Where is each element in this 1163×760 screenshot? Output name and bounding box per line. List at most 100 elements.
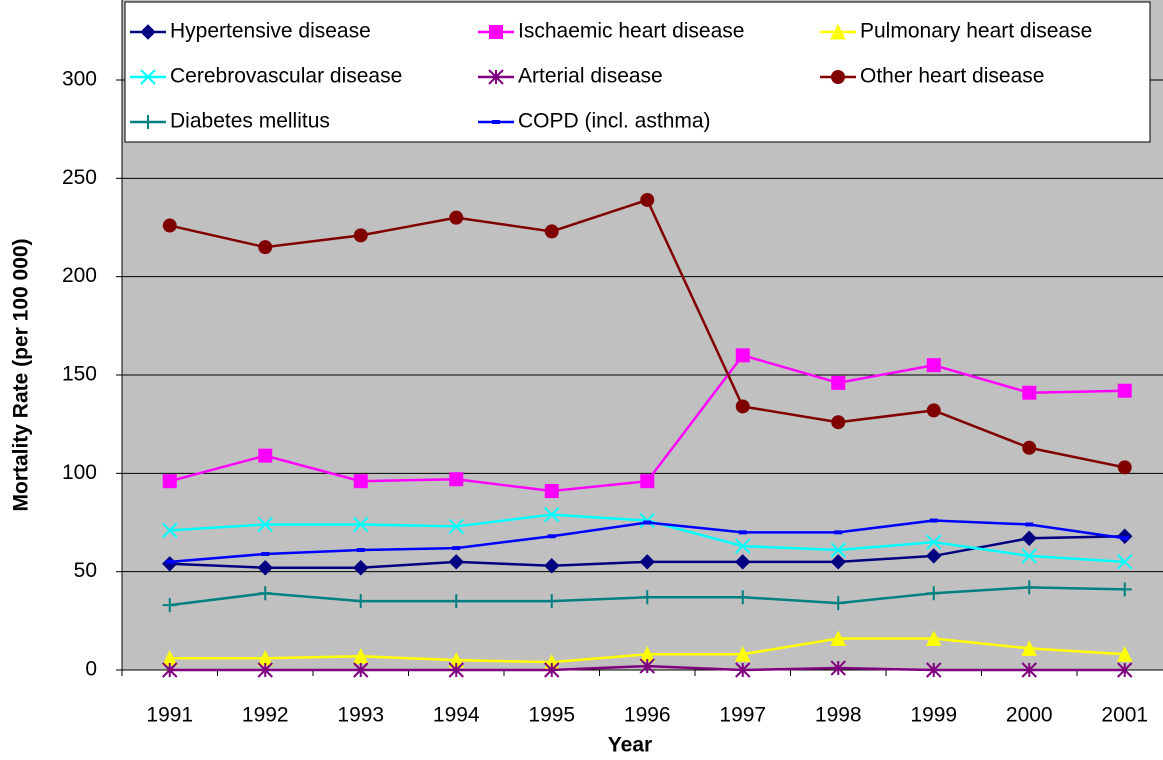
marker (140, 69, 156, 85)
marker (162, 662, 178, 678)
marker (830, 542, 846, 558)
marker (1022, 440, 1037, 455)
marker (1022, 580, 1037, 595)
marker (834, 530, 843, 535)
marker (1117, 582, 1132, 597)
marker (735, 399, 750, 414)
marker (353, 560, 369, 576)
marker (831, 70, 845, 84)
x-tick-label: 2000 (1006, 704, 1053, 727)
marker (831, 415, 846, 430)
marker (735, 538, 751, 554)
marker (141, 115, 155, 129)
marker (1117, 460, 1132, 475)
marker (926, 586, 941, 601)
marker (1021, 548, 1037, 564)
marker (830, 660, 846, 676)
marker (926, 403, 941, 418)
marker (356, 548, 365, 553)
marker (544, 224, 559, 239)
marker (258, 240, 273, 255)
marker (1116, 646, 1133, 662)
x-tick-label: 1993 (337, 704, 384, 727)
marker (449, 210, 464, 225)
marker (162, 522, 178, 539)
marker (452, 546, 461, 551)
marker (449, 594, 464, 609)
legend-label: Diabetes mellitus (170, 110, 330, 133)
marker (735, 348, 750, 363)
x-tick-label: 2001 (1101, 704, 1148, 727)
x-tick-label: 1996 (624, 704, 671, 727)
y-tick-label: 150 (62, 363, 97, 386)
legend-label: Hypertensive disease (170, 20, 371, 43)
marker (257, 560, 273, 576)
marker (925, 630, 942, 647)
marker (353, 516, 369, 533)
marker (257, 662, 273, 678)
marker (830, 23, 846, 40)
marker (544, 484, 559, 499)
marker (735, 590, 750, 605)
marker (544, 506, 560, 523)
legend-box (124, 1, 1151, 143)
legend-label: Ischaemic heart disease (518, 20, 744, 43)
marker (734, 646, 751, 662)
legend-label: Other heart disease (860, 65, 1044, 88)
marker (162, 598, 177, 613)
marker (735, 662, 751, 678)
y-tick-label: 200 (62, 264, 97, 287)
marker (831, 596, 846, 611)
marker (640, 192, 655, 207)
marker (1120, 536, 1129, 541)
marker (830, 554, 846, 570)
y-tick-label: 50 (74, 559, 97, 582)
marker (929, 518, 938, 523)
marker (639, 554, 655, 570)
y-axis-label: Mortality Rate (per 100 000) (10, 238, 33, 511)
legend: Hypertensive disease Ischaemic heart dise… (124, 1, 1151, 143)
marker (261, 551, 270, 556)
legend-label: COPD (incl. asthma) (518, 110, 711, 133)
y-tick-label: 300 (62, 68, 97, 91)
marker (488, 69, 504, 85)
marker (165, 559, 174, 564)
marker (162, 474, 177, 489)
marker (926, 548, 942, 564)
marker (1022, 385, 1037, 400)
x-tick-label: 1994 (433, 704, 480, 727)
marker (353, 228, 368, 243)
marker (926, 534, 942, 550)
marker (831, 375, 846, 390)
x-tick-label: 1995 (528, 704, 575, 727)
marker (926, 358, 941, 373)
x-axis-label: Year (608, 734, 652, 757)
marker (1117, 383, 1132, 398)
marker (448, 662, 464, 678)
marker (547, 534, 556, 539)
legend-label: Pulmonary heart disease (860, 20, 1092, 43)
marker (1021, 662, 1037, 678)
marker (1117, 554, 1133, 570)
legend-label: Cerebrovascular disease (170, 65, 402, 88)
marker (353, 662, 369, 678)
marker (738, 530, 747, 535)
legend-label: Arterial disease (518, 65, 663, 88)
x-tick-label: 1991 (146, 704, 193, 727)
x-tick-label: 1999 (910, 704, 957, 727)
marker (353, 474, 368, 489)
marker (735, 554, 751, 570)
marker (639, 658, 655, 674)
marker (926, 662, 942, 678)
x-tick-label: 1998 (815, 704, 862, 727)
marker (492, 120, 500, 124)
marker (830, 630, 847, 647)
marker (257, 516, 273, 533)
x-tick-label: 1997 (719, 704, 766, 727)
marker (1025, 522, 1034, 527)
marker (489, 25, 503, 39)
marker (162, 218, 177, 233)
marker (1021, 530, 1037, 546)
y-tick-label: 0 (85, 658, 97, 681)
